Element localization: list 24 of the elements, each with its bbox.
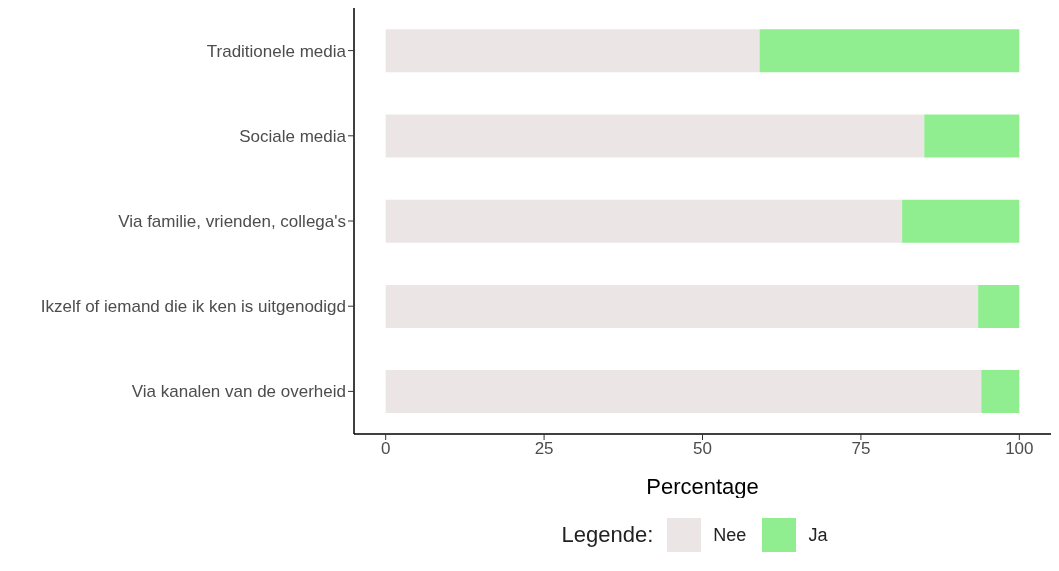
y-tick-label: Via familie, vrienden, collega's	[118, 212, 346, 232]
x-tick-label: 75	[851, 439, 871, 459]
bar	[385, 199, 903, 243]
bar	[385, 29, 760, 73]
y-tick-label: Traditionele media	[206, 41, 347, 61]
bar	[385, 284, 979, 328]
bar	[981, 370, 1020, 414]
x-tick-label: 25	[534, 439, 554, 459]
bar	[385, 370, 982, 414]
x-tick-label: 0	[380, 439, 391, 459]
y-tick-label: Ikzelf of iemand die ik ken is uitgenodigd	[40, 297, 346, 317]
legend-title: Legende:	[561, 522, 654, 548]
bar	[385, 114, 925, 158]
bar	[902, 199, 1020, 243]
bar	[978, 284, 1020, 328]
x-tick-label: 100	[1005, 439, 1034, 459]
y-tick-label: Sociale media	[239, 126, 347, 146]
legend-label: Ja	[808, 524, 828, 546]
bar	[759, 29, 1020, 73]
legend-label: Nee	[713, 524, 747, 546]
y-tick-label: Via kanalen van de overheid	[131, 382, 346, 402]
x-axis-title: Percentage	[646, 474, 759, 499]
x-tick-label: 50	[693, 439, 712, 459]
bar	[924, 114, 1020, 158]
